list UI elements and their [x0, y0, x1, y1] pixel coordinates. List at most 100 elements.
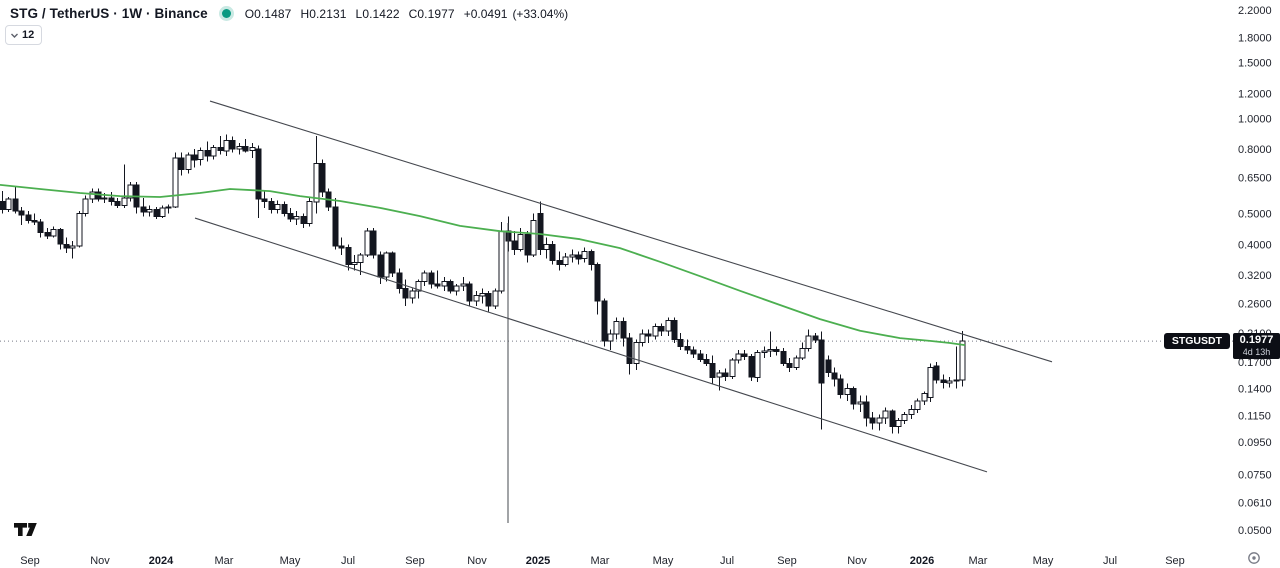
- candle: [140, 198, 147, 217]
- candle: [370, 228, 377, 259]
- candle: [473, 290, 480, 307]
- candle: [236, 143, 243, 155]
- candle: [844, 383, 851, 401]
- candle: [63, 237, 70, 254]
- time-tick-label: Mar: [215, 555, 234, 567]
- candle: [255, 145, 262, 218]
- candle: [287, 208, 294, 223]
- candle: [127, 181, 134, 202]
- candle: [690, 346, 697, 358]
- candle: [229, 136, 236, 153]
- time-axis[interactable]: Sep Nov 2024 Mar May Jul Sep Nov 2025 Mar May Jul Se…: [20, 555, 1185, 567]
- candle: [466, 281, 473, 307]
- candle: [197, 147, 204, 166]
- candle: [242, 139, 249, 153]
- candle: [716, 370, 723, 391]
- price-tick-label: 1.0000: [1238, 113, 1272, 125]
- candle: [549, 240, 556, 265]
- candle: [729, 357, 736, 379]
- price-tick-label: 0.6500: [1238, 173, 1272, 185]
- candle: [18, 206, 25, 225]
- price-axis[interactable]: 2.2000 1.8000 1.5000 1.2000 1.0000 0.8000 0.65…: [1238, 5, 1272, 537]
- chevron-down-icon: [11, 33, 18, 38]
- candle: [268, 198, 275, 214]
- candle: [761, 346, 768, 358]
- candle: [722, 368, 729, 381]
- trendline-channel-upper[interactable]: [209, 100, 1053, 363]
- candle: [37, 219, 44, 238]
- interval-collapse-button[interactable]: 12: [5, 25, 43, 45]
- price-tick-label: 0.0500: [1238, 525, 1272, 537]
- symbol-title[interactable]: STG / TetherUS · 1W · Binance: [10, 6, 208, 21]
- candle: [901, 412, 908, 425]
- candle: [261, 190, 268, 209]
- candle: [364, 228, 371, 257]
- candle: [940, 374, 947, 389]
- candle: [274, 200, 281, 214]
- price-tick-label: 1.8000: [1238, 33, 1272, 45]
- time-tick-label: Sep: [777, 555, 797, 567]
- candle: [332, 198, 339, 250]
- candle: [159, 205, 166, 218]
- candle: [402, 279, 409, 307]
- time-tick-label: Sep: [1165, 555, 1185, 567]
- candle: [786, 357, 793, 372]
- candle: [498, 222, 505, 294]
- candle: [831, 367, 838, 387]
- candle: [319, 159, 326, 197]
- candle: [50, 226, 57, 238]
- candle: [703, 354, 710, 366]
- candle: [165, 204, 172, 214]
- candle: [588, 249, 595, 271]
- time-tick-label: May: [1033, 555, 1054, 567]
- candle: [671, 317, 678, 343]
- candle: [511, 231, 518, 255]
- candle: [921, 391, 928, 406]
- candle: [863, 395, 870, 427]
- candle: [453, 283, 460, 296]
- price-tick-label: 0.2600: [1238, 298, 1272, 310]
- candle: [639, 329, 646, 347]
- candle: [31, 213, 38, 225]
- candle: [825, 355, 832, 378]
- market-status-icon[interactable]: [221, 9, 231, 18]
- candle: [882, 407, 889, 425]
- candle: [25, 210, 32, 224]
- candle: [562, 253, 569, 267]
- candle: [223, 134, 230, 157]
- candle: [338, 237, 345, 255]
- price-tick-label: 0.0950: [1238, 437, 1272, 449]
- ohlc-high: H0.2131: [300, 6, 347, 21]
- settings-gear-icon[interactable]: [1247, 551, 1261, 565]
- moving-average-line[interactable]: [0, 184, 966, 346]
- candle: [249, 143, 256, 158]
- candle: [908, 405, 915, 420]
- price-tick-label: 2.2000: [1238, 5, 1272, 17]
- candle: [133, 181, 140, 214]
- candle: [645, 329, 652, 343]
- candle: [421, 270, 428, 287]
- candle: [108, 192, 115, 206]
- candle: [741, 350, 748, 361]
- candle: [389, 251, 396, 278]
- candle: [594, 262, 601, 315]
- candle: [153, 206, 160, 220]
- price-change: +0.0491 (+33.04%): [463, 6, 569, 21]
- candle: [895, 417, 902, 434]
- price-tick-label: 0.0610: [1238, 498, 1272, 510]
- time-tick-label: Mar: [969, 555, 988, 567]
- tradingview-logo[interactable]: [13, 522, 41, 538]
- candle: [293, 210, 300, 225]
- candle: [658, 323, 665, 337]
- candle: [543, 237, 550, 259]
- bar-countdown: 4d 13h: [1242, 346, 1271, 357]
- trendline-channel-lower[interactable]: [194, 217, 988, 473]
- candle: [0, 190, 6, 214]
- candle: [626, 332, 633, 375]
- candle: [191, 149, 198, 168]
- candle: [351, 255, 358, 271]
- candle: [447, 279, 454, 294]
- candle: [5, 196, 12, 213]
- candle: [524, 231, 531, 263]
